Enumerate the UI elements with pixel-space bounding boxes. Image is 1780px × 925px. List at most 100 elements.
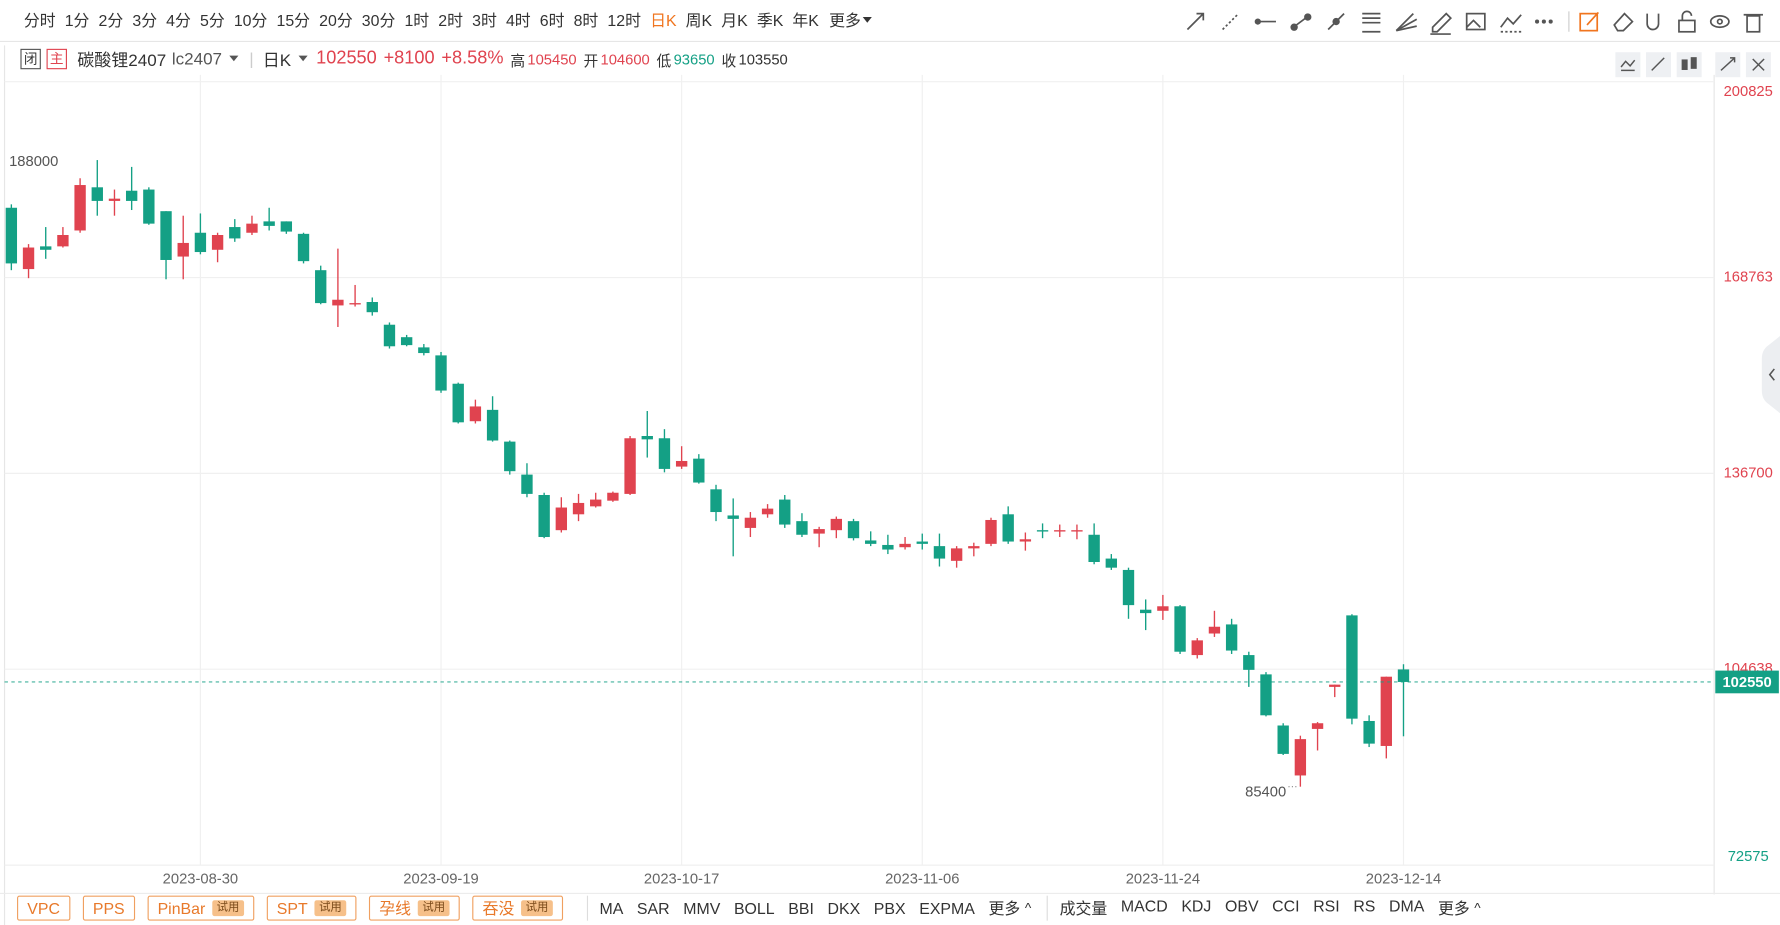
tool-icon[interactable] (1430, 12, 1452, 35)
label: 收 (721, 51, 737, 69)
tool-icon[interactable] (1579, 11, 1599, 32)
control-button[interactable] (1715, 52, 1741, 78)
main-indicators: MA SAR MMV BOLL BBI DKX PBX EXPMA (599, 899, 988, 917)
candle-body (813, 529, 825, 534)
period[interactable]: 日K (262, 50, 292, 70)
indicator-button[interactable]: SAR (636, 899, 670, 918)
indicator-button[interactable]: MMV (683, 899, 721, 918)
close-button[interactable] (1745, 52, 1771, 78)
candle-body (246, 223, 258, 233)
interval-button[interactable]: 4分 (166, 11, 191, 30)
tool-icon[interactable] (1646, 13, 1660, 31)
indicator-button[interactable]: BBI (788, 899, 814, 918)
indicator-button[interactable]: 成交量 (1059, 899, 1108, 918)
symbol-name[interactable]: 碳酸锂2407 (77, 50, 167, 70)
candle-body (263, 221, 275, 226)
interval-button[interactable]: 6时 (539, 11, 565, 30)
tool-icon[interactable] (1709, 15, 1730, 29)
more-button[interactable]: 更多 (988, 899, 1021, 918)
tool-icon[interactable] (1613, 12, 1634, 32)
interval-button[interactable]: 1时 (404, 11, 430, 30)
indicator-button[interactable]: KDJ (1181, 896, 1212, 915)
indicator-button[interactable]: OBV (1224, 896, 1259, 915)
symbol-code[interactable]: lc2407 (171, 49, 223, 69)
indicator-button[interactable]: MA (599, 899, 624, 918)
indicator-button[interactable]: RSI (1313, 896, 1340, 915)
indicator-button[interactable]: PBX (873, 899, 906, 918)
interval-button[interactable]: 日K (650, 11, 677, 30)
interval-button[interactable]: 4时 (505, 11, 531, 30)
pattern-label: SPT (276, 899, 308, 918)
candle-body (1071, 530, 1083, 532)
tool-icon[interactable] (1254, 18, 1276, 25)
interval-button[interactable]: 周K (685, 11, 713, 30)
candle-body (194, 232, 207, 253)
tool-icon[interactable] (1678, 10, 1696, 33)
indicator-button[interactable]: CCI (1272, 896, 1300, 915)
interval-button[interactable]: 2时 (438, 11, 464, 30)
side-panel-toggle[interactable] (1760, 336, 1780, 414)
pattern-button[interactable]: SPT 试用 (266, 895, 357, 921)
tool-icon[interactable] (1743, 13, 1763, 33)
candle-body (1329, 684, 1341, 687)
interval-button[interactable]: 20分 (319, 11, 353, 30)
candle-body (624, 438, 636, 494)
indicator-button[interactable]: MACD (1120, 896, 1168, 915)
tool-icon[interactable] (1186, 12, 1205, 31)
indicator-button[interactable]: DKX (827, 899, 861, 918)
interval-button[interactable]: 15分 (276, 11, 311, 30)
interval-button[interactable]: 季K (756, 11, 784, 30)
interval-button[interactable]: 1分 (64, 11, 90, 30)
pattern-button[interactable]: PPS (82, 895, 135, 921)
interval-button[interactable]: 3分 (132, 11, 158, 30)
indicator-button[interactable]: BOLL (733, 899, 775, 918)
candle-body (1397, 669, 1410, 682)
candle-body (400, 337, 413, 346)
interval-button[interactable]: 30分 (361, 11, 396, 30)
control-button[interactable] (1676, 52, 1702, 78)
tool-icon[interactable] (1465, 12, 1486, 31)
candle-body (1157, 606, 1169, 611)
control-button[interactable] (1646, 52, 1672, 78)
indicator-button[interactable]: EXPMA (919, 899, 975, 918)
interval-button[interactable]: 月K (721, 11, 748, 30)
tool-icon[interactable] (1327, 13, 1345, 31)
price-tag (1715, 670, 1779, 694)
interval-button[interactable]: 8时 (573, 11, 599, 30)
interval-button[interactable]: 2分 (98, 11, 124, 30)
interval-button[interactable]: 年K (792, 11, 819, 30)
pattern-button[interactable]: 吞没 试用 (472, 895, 564, 921)
control-button[interactable] (1615, 52, 1641, 78)
more-button[interactable]: 更多 (829, 11, 861, 30)
pattern-button[interactable]: PinBar 试用 (147, 895, 255, 921)
interval-button[interactable]: 5分 (200, 11, 225, 30)
interval-button[interactable]: 12时 (607, 11, 641, 30)
interval-button[interactable]: 3时 (472, 11, 497, 30)
caret: ^ (1474, 900, 1481, 917)
x-tick-label: 2023-11-24 (1126, 872, 1200, 888)
candle-body (366, 302, 378, 313)
candle-body (74, 185, 86, 231)
tool-icon[interactable] (1500, 14, 1522, 33)
candle-body (57, 235, 69, 247)
min-annotation: 85400 (1245, 784, 1286, 800)
indicator-button[interactable]: RS (1353, 896, 1376, 915)
tool-icon[interactable] (1362, 12, 1381, 33)
tool-icon[interactable] (1395, 13, 1418, 32)
interval-button[interactable]: 分时 (23, 11, 56, 30)
tool-icon[interactable] (1535, 19, 1553, 24)
interval-button[interactable]: 10分 (233, 11, 268, 30)
tool-icon[interactable] (1222, 13, 1240, 31)
indicator-button[interactable]: DMA (1389, 896, 1425, 915)
pattern-button[interactable]: VPC (17, 895, 71, 921)
pattern-button[interactable]: 孕线 试用 (369, 895, 460, 921)
trial-badge: 试用 (521, 900, 553, 917)
candle-body (229, 227, 241, 239)
more-button[interactable]: 更多 (1437, 899, 1470, 918)
close-icon[interactable]: 闭 (20, 48, 41, 70)
main-icon[interactable]: 主 (46, 48, 67, 70)
tool-icon[interactable] (1290, 13, 1312, 31)
sub-indicators: 成交量 MACD KDJ OBV CCI RSI RS DMA (1060, 897, 1438, 920)
candle-body (469, 406, 482, 422)
